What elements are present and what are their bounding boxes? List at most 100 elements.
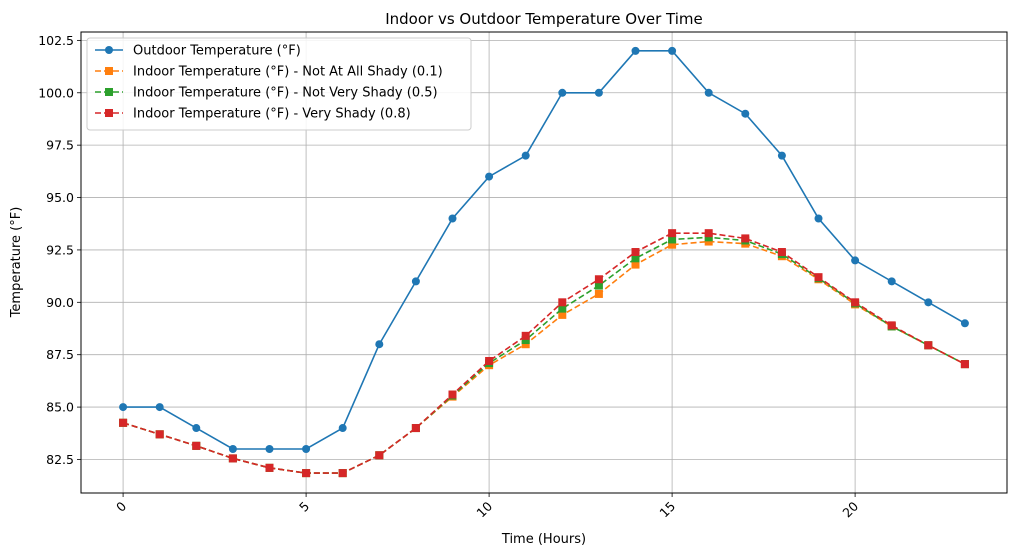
data-point [741, 109, 750, 118]
plot-frame [80, 31, 1008, 494]
data-point [155, 403, 164, 412]
data-point [668, 240, 677, 249]
data-point [631, 46, 640, 55]
data-point [960, 319, 969, 328]
data-point [411, 277, 420, 286]
data-point [777, 151, 786, 160]
data-point [338, 469, 347, 478]
data-point [851, 298, 860, 307]
x-axis-ticks: 0 5 10 15 20 [113, 493, 861, 520]
y-tick-label: 95.0 [46, 190, 74, 205]
data-point [887, 321, 896, 330]
x-tick-label: 15 [656, 499, 678, 521]
series-line [123, 50, 966, 450]
data-point [485, 172, 494, 181]
legend-label: Indoor Temperature (°F) - Not At All Sha… [133, 65, 443, 80]
data-point [119, 418, 128, 427]
data-point [704, 88, 713, 97]
data-point [814, 273, 823, 282]
data-point [375, 451, 384, 460]
series-3 [119, 229, 969, 478]
series-2 [119, 233, 969, 478]
legend-marker [105, 88, 113, 96]
data-point [594, 289, 603, 298]
y-tick-label: 87.5 [46, 347, 74, 362]
data-point [558, 298, 567, 307]
data-point [777, 248, 786, 257]
data-point [521, 331, 530, 340]
y-tick-label: 92.5 [46, 242, 74, 257]
y-tick-label: 82.5 [46, 452, 74, 467]
legend-label: Outdoor Temperature (°F) [133, 44, 301, 59]
data-point [521, 340, 530, 349]
data-point [338, 424, 347, 433]
data-point [558, 304, 567, 313]
data-point [631, 254, 640, 263]
y-tick-label: 85.0 [46, 400, 74, 415]
legend-label: Indoor Temperature (°F) - Very Shady (0.… [133, 107, 411, 122]
data-point [741, 234, 750, 243]
data-point [887, 277, 896, 286]
y-axis-label: Temperature (°F) [9, 207, 24, 319]
y-tick-label: 102.5 [38, 33, 74, 48]
data-point [228, 454, 237, 463]
legend-box [86, 37, 472, 131]
data-point [302, 469, 311, 478]
data-point [594, 275, 603, 284]
data-point [851, 256, 860, 265]
x-axis-label: Time (Hours) [501, 532, 586, 547]
data-point [814, 214, 823, 223]
series-layer [119, 46, 969, 478]
data-point [924, 341, 933, 350]
legend-label: Indoor Temperature (°F) - Not Very Shady… [133, 86, 438, 101]
x-tick-label: 20 [839, 498, 861, 520]
data-point [228, 444, 237, 453]
data-point [631, 248, 640, 257]
data-point [302, 444, 311, 453]
data-point [668, 229, 677, 238]
data-point [668, 235, 677, 244]
data-point [558, 310, 567, 319]
data-point [448, 390, 457, 399]
data-point [411, 424, 420, 433]
data-point [485, 356, 494, 365]
data-point [631, 260, 640, 269]
data-point [448, 214, 457, 223]
data-point [521, 336, 530, 345]
x-tick-label: 10 [473, 498, 495, 520]
series-1 [119, 237, 969, 478]
x-tick-label: 0 [113, 498, 129, 514]
data-point [704, 233, 713, 242]
data-point [265, 463, 274, 472]
data-point [594, 281, 603, 290]
legend-marker [105, 67, 113, 75]
legend-marker [105, 109, 113, 117]
data-point [375, 340, 384, 349]
data-point [704, 229, 713, 238]
data-point [594, 88, 603, 97]
data-point [192, 441, 201, 450]
x-tick-label: 5 [296, 499, 312, 515]
legend: Outdoor Temperature (°F) Indoor Temperatu… [86, 37, 472, 131]
series-0 [119, 46, 969, 453]
data-point [521, 151, 530, 160]
data-point [119, 403, 128, 412]
series-line [122, 240, 966, 474]
chart-title: Indoor vs Outdoor Temperature Over Time [385, 10, 703, 28]
data-point [668, 46, 677, 55]
data-point [265, 444, 274, 453]
legend-marker [105, 46, 113, 54]
data-point [558, 88, 567, 97]
data-point [704, 237, 713, 246]
series-line [122, 232, 966, 474]
y-tick-label: 100.0 [38, 85, 74, 100]
y-tick-label: 90.0 [46, 295, 74, 310]
y-tick-label: 97.5 [46, 138, 74, 153]
data-point [155, 430, 164, 439]
data-point [192, 424, 201, 433]
data-point [924, 298, 933, 307]
series-line [122, 236, 966, 474]
data-point [960, 360, 969, 369]
y-axis-ticks: 82.5 85.0 87.5 90.0 92.5 95.0 97.5 100.0 102.5 [38, 33, 81, 467]
